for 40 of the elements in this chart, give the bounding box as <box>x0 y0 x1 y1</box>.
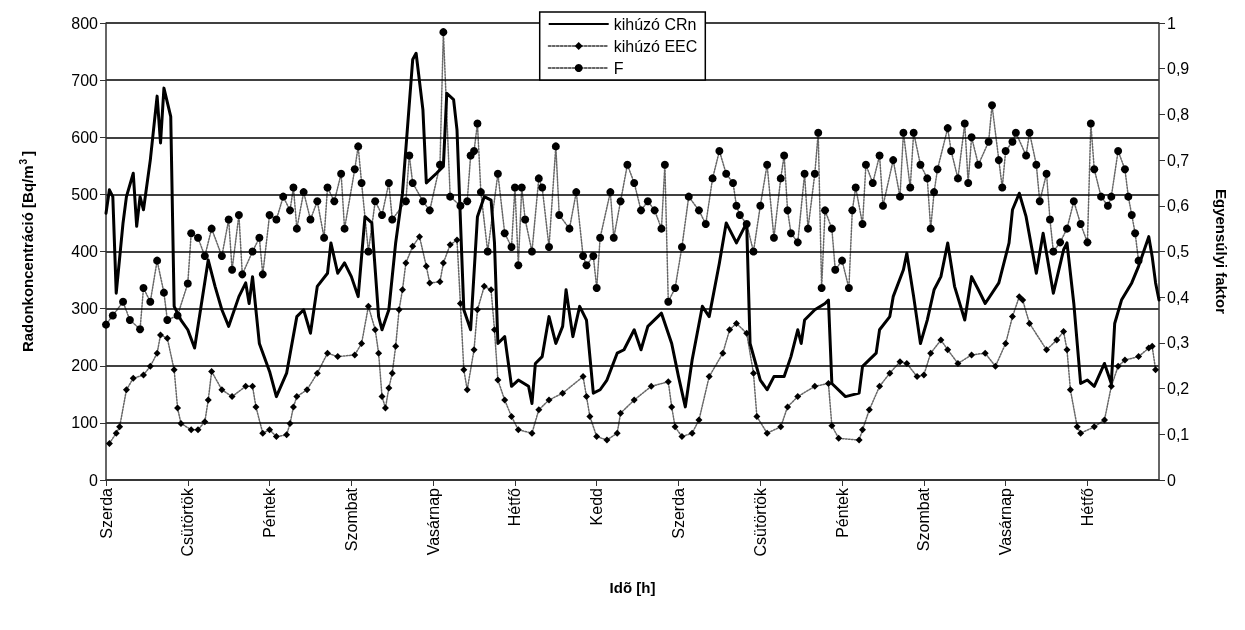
x-tick-label: Kedd <box>588 488 606 526</box>
y-tick-label: 0 <box>89 471 99 489</box>
y2-tick-label: 0,3 <box>1167 334 1190 352</box>
y-tick-label: 600 <box>71 128 99 146</box>
y2-tick-label: 0,4 <box>1167 288 1190 306</box>
y2-tick-label: 0,1 <box>1167 425 1190 443</box>
x-axis-title: Idõ [h] <box>609 579 656 596</box>
y2-tick-label: 1 <box>1167 14 1176 32</box>
y-tick-label: 400 <box>71 243 99 260</box>
x-tick-label: Péntek <box>261 487 279 538</box>
y2-tick-label: 0,2 <box>1167 380 1190 398</box>
x-tick-label: Szerda <box>97 487 115 539</box>
x-tick-label: Szerda <box>670 487 687 539</box>
y-tick-label: 500 <box>71 185 99 203</box>
y-tick-label: 100 <box>71 414 99 432</box>
legend-label: kihúzó CRn <box>613 15 697 33</box>
y2-tick-label: 0,5 <box>1167 243 1190 260</box>
x-tick-label: Péntek <box>833 487 851 538</box>
x-tick-label: Szombat <box>915 487 933 552</box>
x-tick-label: Vasárnap <box>424 487 442 556</box>
x-tick-label: Csütörtök <box>751 487 769 557</box>
y-axis-title: Radonkoncentráció [Bq/m3] <box>17 150 36 353</box>
y2-axis-title: Egyensúlyi faktor <box>1213 188 1230 315</box>
x-tick-label: Szombat <box>342 487 360 552</box>
legend-label: F <box>613 59 624 77</box>
y2-tick-label: 0,7 <box>1167 151 1190 169</box>
y-tick-label: 800 <box>71 14 99 32</box>
y2-tick-label: 0 <box>1167 471 1176 489</box>
x-tick-label: Csütörtök <box>179 487 197 557</box>
x-tick-label: Hétfő <box>506 487 524 527</box>
y-tick-label: 200 <box>71 357 99 375</box>
line-series <box>104 51 1161 409</box>
x-tick-label: Hétfő <box>1078 487 1096 527</box>
y2-tick-label: 0,9 <box>1167 60 1190 78</box>
legend-label: kihúzó EEC <box>613 37 698 55</box>
y2-tick-label: 0,6 <box>1167 197 1190 215</box>
x-tick-label: Vasárnap <box>997 487 1015 556</box>
y-tick-label: 700 <box>71 71 99 89</box>
y-tick-label: 300 <box>71 300 99 318</box>
y2-tick-label: 0,8 <box>1167 105 1190 123</box>
